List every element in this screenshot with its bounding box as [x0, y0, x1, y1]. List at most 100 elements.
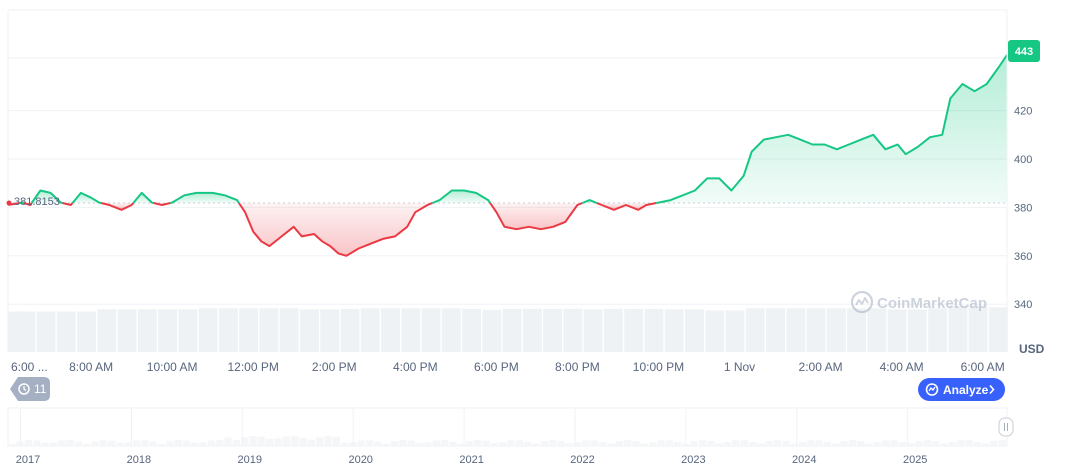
navigator-volume-bar — [757, 443, 765, 446]
volume-bar — [259, 308, 279, 352]
line-segment-down — [23, 202, 33, 206]
navigator-volume-bar — [216, 440, 224, 446]
navigator-volume-bar — [540, 441, 549, 446]
navigator-volume-bar — [907, 443, 915, 446]
navigator-volume-bar — [815, 440, 823, 446]
navigator-volume-bar — [499, 442, 507, 446]
history-count: 11 — [34, 382, 47, 396]
volume-bar — [786, 308, 806, 352]
volume-bar — [563, 308, 583, 352]
line-segment-up — [30, 189, 63, 204]
x-tick-label: 6:00 PM — [474, 360, 519, 374]
navigator-volume-bar — [965, 440, 973, 446]
volume-bar — [36, 311, 56, 352]
y-axis: 420 400 380 360 340 — [1014, 106, 1032, 312]
navigator-volume-bar — [440, 440, 449, 446]
volume-bar — [380, 308, 400, 352]
volume-bar — [664, 309, 684, 352]
navigator-volume-bar — [549, 440, 557, 446]
line-segment-up — [656, 54, 1008, 204]
drag-handle-icon — [1004, 423, 1008, 431]
navigator-volume-bar — [932, 441, 940, 446]
baseline-label: 381.8153 — [14, 196, 60, 208]
navigator-volume-bar — [690, 440, 698, 446]
navigator-volume-bar — [848, 440, 857, 446]
line-segment-up — [582, 199, 598, 204]
navigator-volume-bar — [324, 436, 332, 446]
volume-bar — [583, 309, 603, 352]
navigator-volume-bar — [274, 438, 282, 446]
price-area-fill — [8, 54, 1007, 256]
y-tick-label: 340 — [1014, 299, 1032, 311]
area-above-baseline — [656, 54, 1007, 204]
navigator-volume-bar — [574, 442, 582, 446]
navigator-volume-bar — [532, 443, 540, 446]
y-tick-label: 400 — [1014, 154, 1032, 166]
navigator-volume-bar — [748, 441, 757, 446]
current-price-tag-bg — [1008, 40, 1040, 62]
price-line — [7, 54, 1008, 257]
navigator-volume-bar — [948, 441, 957, 446]
navigator-year-label: 2025 — [903, 454, 927, 466]
navigator-volume-bar — [732, 440, 740, 446]
navigator-volume-bar — [299, 437, 307, 446]
navigator-volume-bar — [715, 443, 723, 446]
range-navigator[interactable]: 2017 2018 2019 2020 2021 2022 2023 2024 2025 — [7, 407, 1014, 466]
navigator-volume-bar — [415, 442, 424, 446]
navigator-volume-bar — [316, 437, 324, 446]
navigator-volume-bar — [524, 441, 532, 446]
navigator-volume-bar — [765, 440, 773, 446]
navigator-volume-bar — [24, 440, 32, 446]
navigator-volume-bar — [624, 440, 632, 446]
volume-bar — [603, 308, 623, 352]
navigator-volume-bar — [157, 443, 166, 446]
currency-label: USD — [1019, 342, 1045, 356]
line-segment-up — [132, 191, 154, 204]
baseline-marker: 381.8153 — [6, 196, 60, 208]
history-badge-bg[interactable] — [10, 377, 50, 401]
watermark-text: CoinMarketCap — [877, 295, 987, 312]
x-tick-label: 10:00 AM — [147, 360, 198, 374]
navigator-volume-bar — [615, 441, 624, 446]
navigator-volume-bar — [341, 442, 349, 446]
navigator-volume-bar — [723, 442, 732, 446]
navigator-frame — [7, 407, 1008, 447]
navigator-volume-bar — [973, 442, 982, 446]
volume-bar — [826, 308, 846, 352]
navigator-volume-bar — [32, 440, 41, 446]
navigator-volume-bar — [174, 440, 182, 446]
navigator-volume-bar — [823, 442, 832, 446]
navigator-volume-bar — [390, 441, 399, 446]
area-below-baseline — [238, 203, 433, 256]
volume-bar — [948, 306, 968, 352]
line-segment-down — [62, 202, 74, 206]
navigator-volume-bar — [124, 442, 132, 446]
volume-bar — [887, 309, 907, 352]
volume-bar — [340, 308, 360, 352]
navigator-volume-bar — [8, 444, 16, 446]
history-badge[interactable]: 11 — [10, 377, 50, 401]
x-tick-label: 2:00 PM — [312, 360, 357, 374]
volume-bar — [644, 308, 664, 352]
navigator-volume-bar — [57, 440, 66, 446]
navigator-handle-knob[interactable] — [998, 417, 1014, 437]
analyze-button-bg[interactable] — [918, 378, 1005, 401]
volume-bar — [279, 308, 299, 352]
y-tick-label: 380 — [1014, 202, 1032, 214]
volume-bar — [421, 308, 441, 352]
navigator-handle[interactable] — [998, 417, 1014, 437]
navigator-volume-bar — [266, 438, 274, 446]
navigator-volume-bar — [599, 441, 607, 446]
x-tick-label: 8:00 PM — [555, 360, 600, 374]
y-tick-label: 420 — [1014, 106, 1032, 118]
volume-bar — [56, 311, 76, 352]
navigator-volume-bar — [557, 440, 565, 446]
analyze-button[interactable]: Analyze — [918, 378, 1005, 401]
navigator-volume-bar — [490, 443, 499, 446]
volume-bar — [725, 310, 745, 352]
volume-bar — [684, 309, 704, 352]
navigator-volume-bar — [873, 441, 882, 446]
navigator-volume-bar — [507, 440, 515, 446]
navigator-volume-bar — [374, 441, 382, 446]
